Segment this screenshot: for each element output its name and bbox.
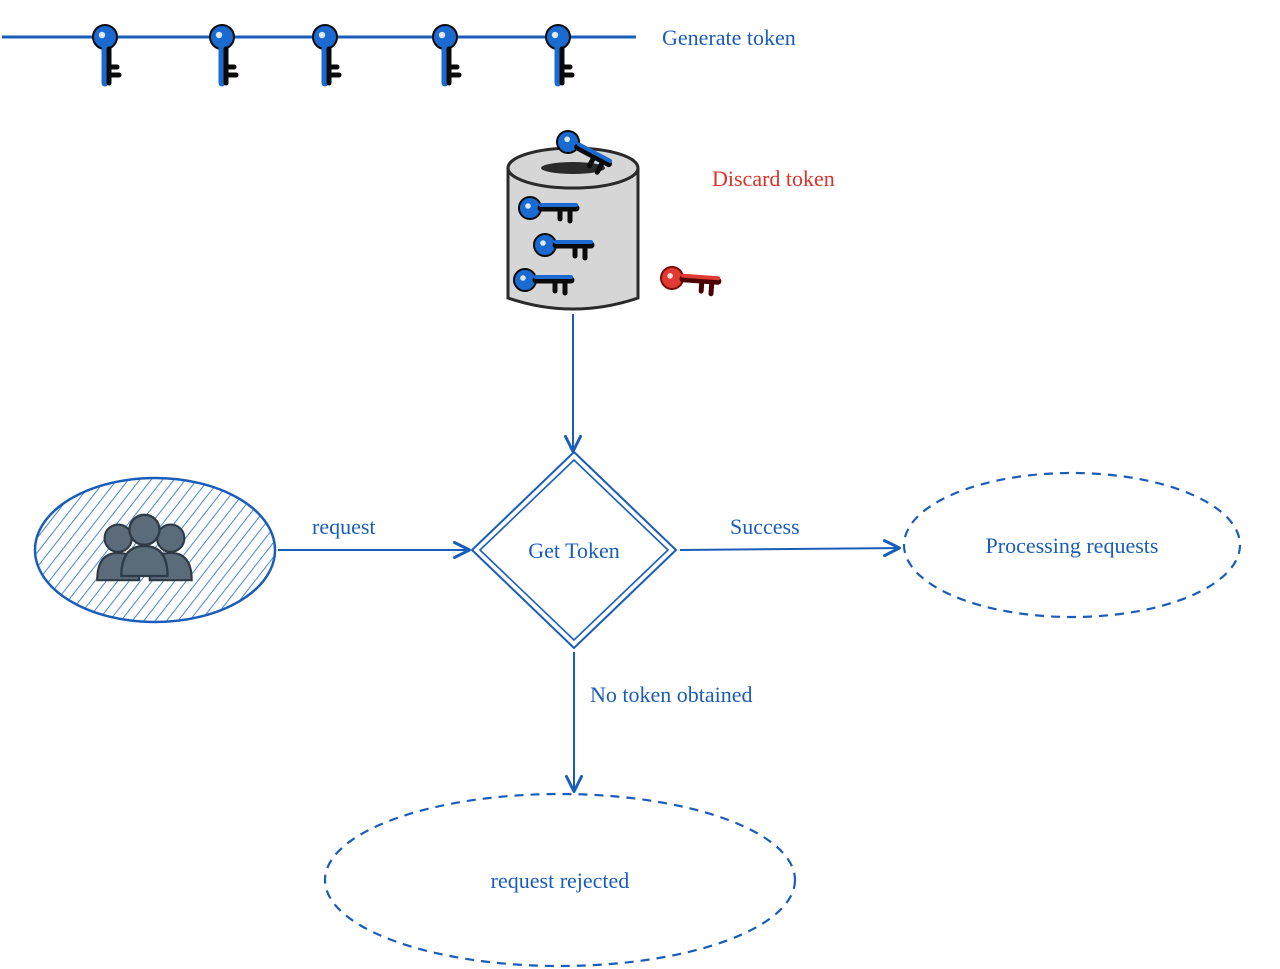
generate-token-label: Generate token — [662, 25, 796, 50]
request-label: request — [312, 514, 376, 539]
token-key-icon — [313, 25, 339, 83]
processing-requests-node: Processing requests — [904, 473, 1240, 617]
discarded-token-key-icon — [660, 266, 719, 294]
get-token-label: Get Token — [528, 538, 620, 563]
no-token-obtained-label: No token obtained — [590, 682, 753, 707]
request-rejected-label: request rejected — [491, 868, 630, 893]
get-token-decision: Get Token — [472, 452, 676, 648]
token-bucket — [508, 127, 638, 309]
request-rejected-node: request rejected — [325, 794, 795, 966]
users-node — [35, 478, 275, 622]
processing-requests-label: Processing requests — [986, 533, 1159, 558]
token-key-icon — [433, 25, 459, 83]
token-key-icon — [546, 25, 572, 83]
discard-token-label: Discard token — [712, 166, 835, 191]
token-generation-line — [2, 25, 636, 83]
edge-decision-to-processing — [680, 548, 898, 550]
diagram-canvas: Generate token Discard token request — [0, 0, 1280, 969]
token-key-icon — [93, 25, 119, 83]
token-key-icon — [210, 25, 236, 83]
success-label: Success — [730, 514, 800, 539]
